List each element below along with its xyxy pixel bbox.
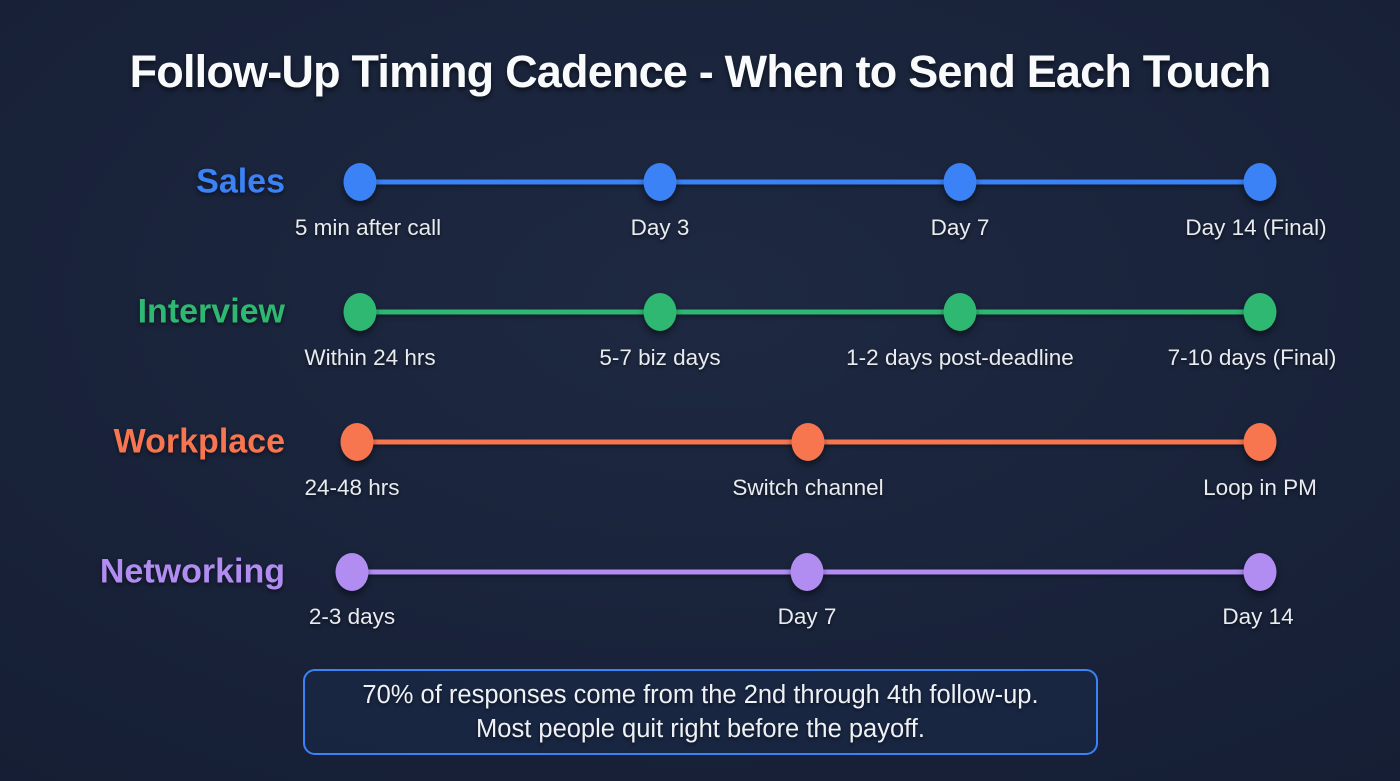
timeline-point-label: Within 24 hrs [304, 345, 436, 370]
timeline-point-label: 5-7 biz days [599, 345, 721, 370]
insight-callout-line2: Most people quit right before the payoff… [476, 715, 925, 743]
timeline-dot [335, 553, 369, 591]
timeline-point-label: Loop in PM [1203, 475, 1317, 500]
timeline-dot [343, 293, 377, 331]
timeline-dot [1243, 293, 1277, 331]
insight-callout: 70% of responses come from the 2nd throu… [303, 669, 1098, 755]
timeline-point-label: Day 7 [777, 604, 837, 629]
insight-callout-line1: 70% of responses come from the 2nd throu… [362, 681, 1039, 709]
timeline-dot [943, 163, 977, 201]
page-title: Follow-Up Timing Cadence - When to Send … [129, 46, 1272, 97]
timeline-track-interview [360, 309, 1260, 315]
timeline-point-label: Switch channel [732, 475, 884, 500]
timeline-track-sales [360, 179, 1260, 185]
timeline-dot [791, 423, 825, 461]
timeline-dot [643, 163, 677, 201]
timeline-dot [643, 293, 677, 331]
timeline-dot [1243, 423, 1277, 461]
timeline-dot [1243, 553, 1277, 591]
timeline-label-sales: Sales [196, 162, 285, 201]
timeline-label-workplace: Workplace [113, 422, 285, 461]
timeline-dot [1243, 163, 1277, 201]
timeline-dot [343, 163, 377, 201]
timeline-point-label: 24-48 hrs [304, 475, 400, 500]
timeline-label-interview: Interview [137, 292, 285, 331]
timeline-dot [790, 553, 824, 591]
timeline-point-label: Day 14 (Final) [1185, 215, 1327, 240]
timeline-dot [943, 293, 977, 331]
timeline-label-networking: Networking [99, 552, 285, 591]
timeline-point-label: 5 min after call [294, 215, 442, 240]
timeline-point-label: Day 14 [1222, 604, 1294, 629]
timeline-point-label: 7-10 days (Final) [1167, 345, 1337, 370]
timeline-point-label: 1-2 days post-deadline [846, 345, 1074, 370]
timeline-point-label: Day 3 [630, 215, 690, 240]
timeline-dot [340, 423, 374, 461]
timeline-point-label: Day 7 [930, 215, 990, 240]
timeline-point-label: 2-3 days [308, 604, 396, 629]
